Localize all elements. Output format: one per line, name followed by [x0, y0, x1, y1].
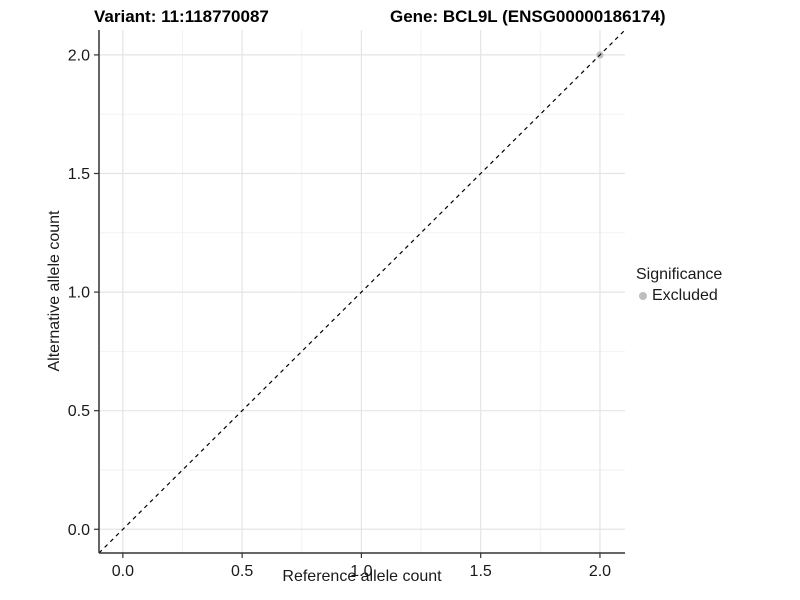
y-tick-label: 0.0: [68, 522, 90, 539]
x-tick-label: 0.5: [231, 563, 253, 580]
x-axis-title: Reference allele count: [282, 568, 442, 585]
x-tick-label: 1.5: [470, 563, 492, 580]
y-axis-title: Alternative allele count: [46, 210, 63, 372]
legend-entry-excluded: Excluded: [639, 287, 722, 305]
plot-title-gene: Gene: BCL9L (ENSG00000186174): [390, 7, 666, 26]
legend-title: Significance: [636, 266, 723, 283]
identity-reference-line: [98, 29, 626, 554]
y-tick-label: 1.0: [68, 285, 90, 302]
x-tick-label: 0.0: [112, 563, 134, 580]
y-tick-label: 0.5: [68, 403, 90, 420]
y-tick-label: 2.0: [68, 47, 90, 64]
x-tick-label: 1.0: [350, 563, 372, 580]
y-tick-label: 1.5: [68, 166, 90, 183]
legend-entry-label: Excluded: [652, 287, 718, 304]
legend: Significance Excluded: [636, 266, 722, 305]
plot-title-variant: Variant: 11:118770087: [94, 7, 269, 26]
legend-key-circle-icon: [639, 292, 647, 300]
x-tick-label: 2.0: [589, 563, 611, 580]
